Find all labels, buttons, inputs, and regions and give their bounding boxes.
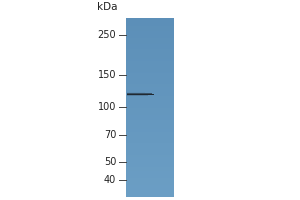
Text: 70: 70: [104, 130, 116, 140]
Text: 40: 40: [104, 175, 116, 185]
Text: 100: 100: [98, 102, 116, 112]
Text: 50: 50: [104, 157, 116, 167]
Text: 150: 150: [98, 70, 116, 80]
Text: 250: 250: [98, 30, 116, 40]
Text: kDa: kDa: [97, 2, 118, 12]
